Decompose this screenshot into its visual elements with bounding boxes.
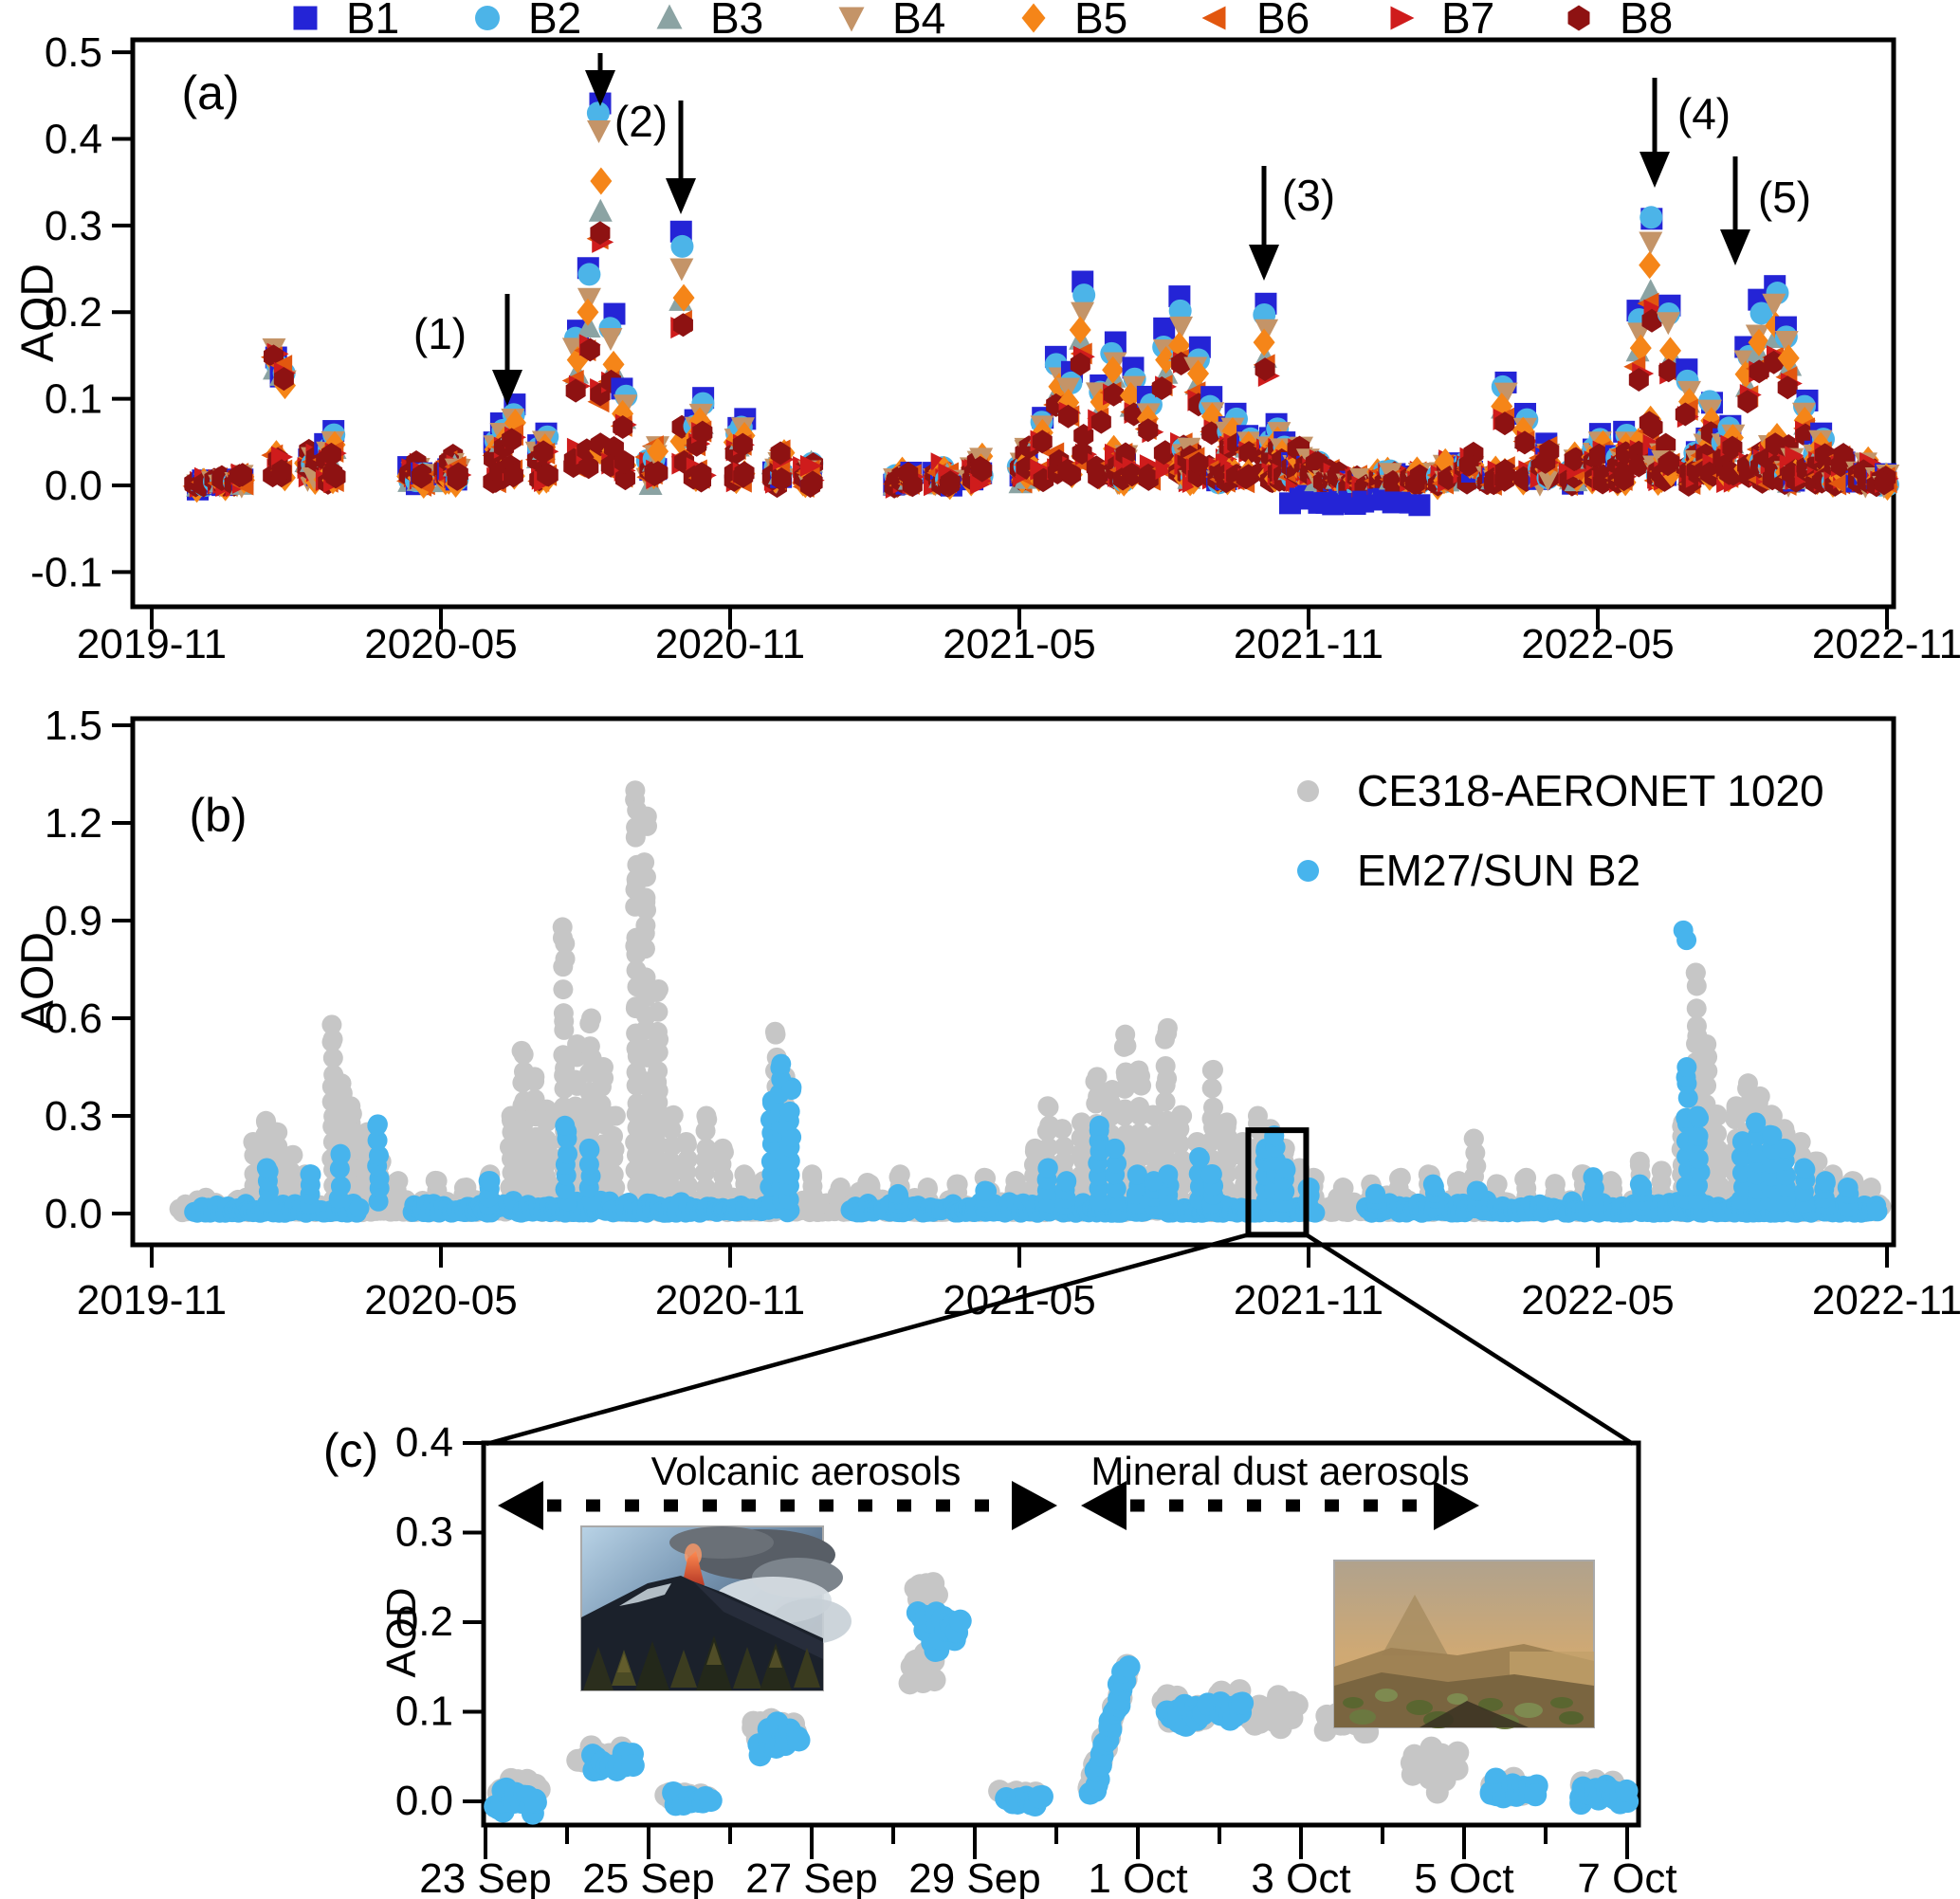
tick-label: 0.1 [45, 376, 102, 423]
tick-label: 0.3 [45, 1093, 102, 1140]
legend-label: B1 [346, 0, 400, 43]
em27-dot-icon [1297, 859, 1319, 882]
tick-label: 2022-05 [1521, 1277, 1674, 1324]
tick-label: 0.5 [45, 29, 102, 76]
b8-hexagon-icon [1567, 5, 1590, 31]
legend-item-b2: B2 [471, 0, 582, 43]
tick-label: 7 Oct [1577, 1855, 1676, 1899]
tick-label: 0.9 [45, 898, 102, 944]
tick-label: 0.4 [45, 116, 102, 162]
tick-label: 0.6 [45, 995, 102, 1042]
legend-panel-b: CE318-AERONET 1020 EM27/SUN B2 [1297, 751, 1824, 910]
tick-label: 2021-05 [943, 621, 1095, 667]
tick-label: 2022-11 [1812, 621, 1960, 667]
tick-label: -0.1 [30, 549, 102, 595]
mineral-dust-haze-photo [1333, 1560, 1595, 1729]
tick-label: 0.2 [45, 289, 102, 336]
zoom-box [1245, 1127, 1310, 1238]
legend-item-b5: B5 [1017, 0, 1128, 43]
tick-label: 23 Sep [419, 1855, 551, 1899]
legend-label: B3 [710, 0, 764, 43]
legend-item-ce318: CE318-AERONET 1020 [1297, 751, 1824, 831]
tick-label: 1.2 [45, 800, 102, 847]
tick-label: 1 Oct [1088, 1855, 1187, 1899]
panel-c-annotation-arrows [498, 1481, 1479, 1530]
legend-label: B5 [1074, 0, 1128, 43]
legend-label: EM27/SUN B2 [1357, 846, 1641, 895]
tick-label: 3 Oct [1251, 1855, 1350, 1899]
volcano-eruption-photo [580, 1525, 852, 1691]
legend-label: B2 [528, 0, 582, 43]
panel-a-ylabel: AOD [12, 263, 64, 363]
tick-label: 0.2 [395, 1598, 453, 1645]
legend-label: CE318-AERONET 1020 [1357, 766, 1824, 815]
b1-square-icon [293, 6, 318, 30]
arrow-label: (2) [614, 97, 668, 146]
tick-label: 0.3 [45, 203, 102, 249]
legend-item-b4: B4 [835, 0, 946, 43]
tick-label: 2020-11 [655, 1277, 805, 1324]
legend-label: B4 [892, 0, 946, 43]
arrow-label: (3) [1282, 171, 1335, 220]
arrow-label: (1) [413, 309, 467, 358]
panel-c-ylabel: AOD [378, 1587, 425, 1678]
tick-label: 2019-11 [77, 621, 227, 667]
tick-label: 0.4 [395, 1419, 453, 1466]
b7-triangle-right-icon [1390, 6, 1415, 30]
panel-a-label: (a) [181, 66, 240, 119]
legend-label: B8 [1620, 0, 1674, 43]
tick-label: 5 Oct [1414, 1855, 1513, 1899]
b2-circle-icon [475, 6, 500, 30]
mineral-dust-annotation: Mineral dust aerosols [1090, 1449, 1470, 1493]
tick-label: 27 Sep [745, 1855, 877, 1899]
tick-label: 0.0 [395, 1778, 453, 1824]
tick-label: 0.0 [45, 463, 102, 509]
tick-label: 2022-05 [1521, 621, 1674, 667]
panel-b-ylabel: AOD [12, 931, 64, 1032]
arrow-label: (5) [1758, 173, 1811, 222]
zoom-box-connectors [485, 1233, 1635, 1447]
tick-label: 2020-05 [364, 621, 517, 667]
panel-b-label: (b) [189, 789, 247, 842]
tick-label: 2021-11 [1234, 621, 1383, 667]
b6-triangle-left-icon [1201, 6, 1226, 30]
b5-diamond-icon [1021, 3, 1046, 33]
ce318-dot-icon [1297, 779, 1319, 802]
legend-item-b7: B7 [1384, 0, 1495, 43]
tick-label: 2019-11 [77, 1277, 227, 1324]
tick-label: 2022-11 [1812, 1277, 1960, 1324]
volcanic-aerosols-annotation: Volcanic aerosols [650, 1449, 962, 1493]
tick-label: 2021-11 [1234, 1277, 1383, 1324]
legend-label: B7 [1441, 0, 1495, 43]
arrow-label: (4) [1677, 89, 1731, 138]
tick-label: 25 Sep [582, 1855, 714, 1899]
tick-label: 2020-05 [364, 1277, 517, 1324]
tick-label: 0.0 [45, 1191, 102, 1237]
legend-item-b3: B3 [653, 0, 764, 43]
tick-label: 1.5 [45, 703, 102, 749]
legend-item-em27: EM27/SUN B2 [1297, 831, 1824, 910]
panel-a-plot: 0.5 0.4 0.3 0.2 0.1 0.0 -0.1 2019-11 2020-05 2020… [30, 29, 1960, 667]
legend-label: B6 [1256, 0, 1310, 43]
legend-item-b8: B8 [1563, 0, 1674, 43]
tick-label: 29 Sep [908, 1855, 1040, 1899]
panel-c-plot: 0.4 0.3 0.2 0.1 0.0 23 Sep 25 Sep 27 Sep 29 Sep 1… [395, 1419, 1677, 1899]
b4-triangle-down-icon [838, 7, 865, 32]
tick-label: 0.1 [395, 1689, 453, 1735]
legend-item-b6: B6 [1200, 0, 1310, 43]
panel-b-plot: 1.5 1.2 0.9 0.6 0.3 0.0 2019-11 2020-05 2020-11 2… [45, 703, 1960, 1324]
panel-c-label: (c) [322, 1424, 379, 1477]
tick-label: 0.3 [395, 1509, 453, 1556]
tick-label: 2020-11 [655, 621, 805, 667]
b3-triangle-up-icon [656, 4, 683, 29]
legend-item-b1: B1 [289, 0, 400, 43]
